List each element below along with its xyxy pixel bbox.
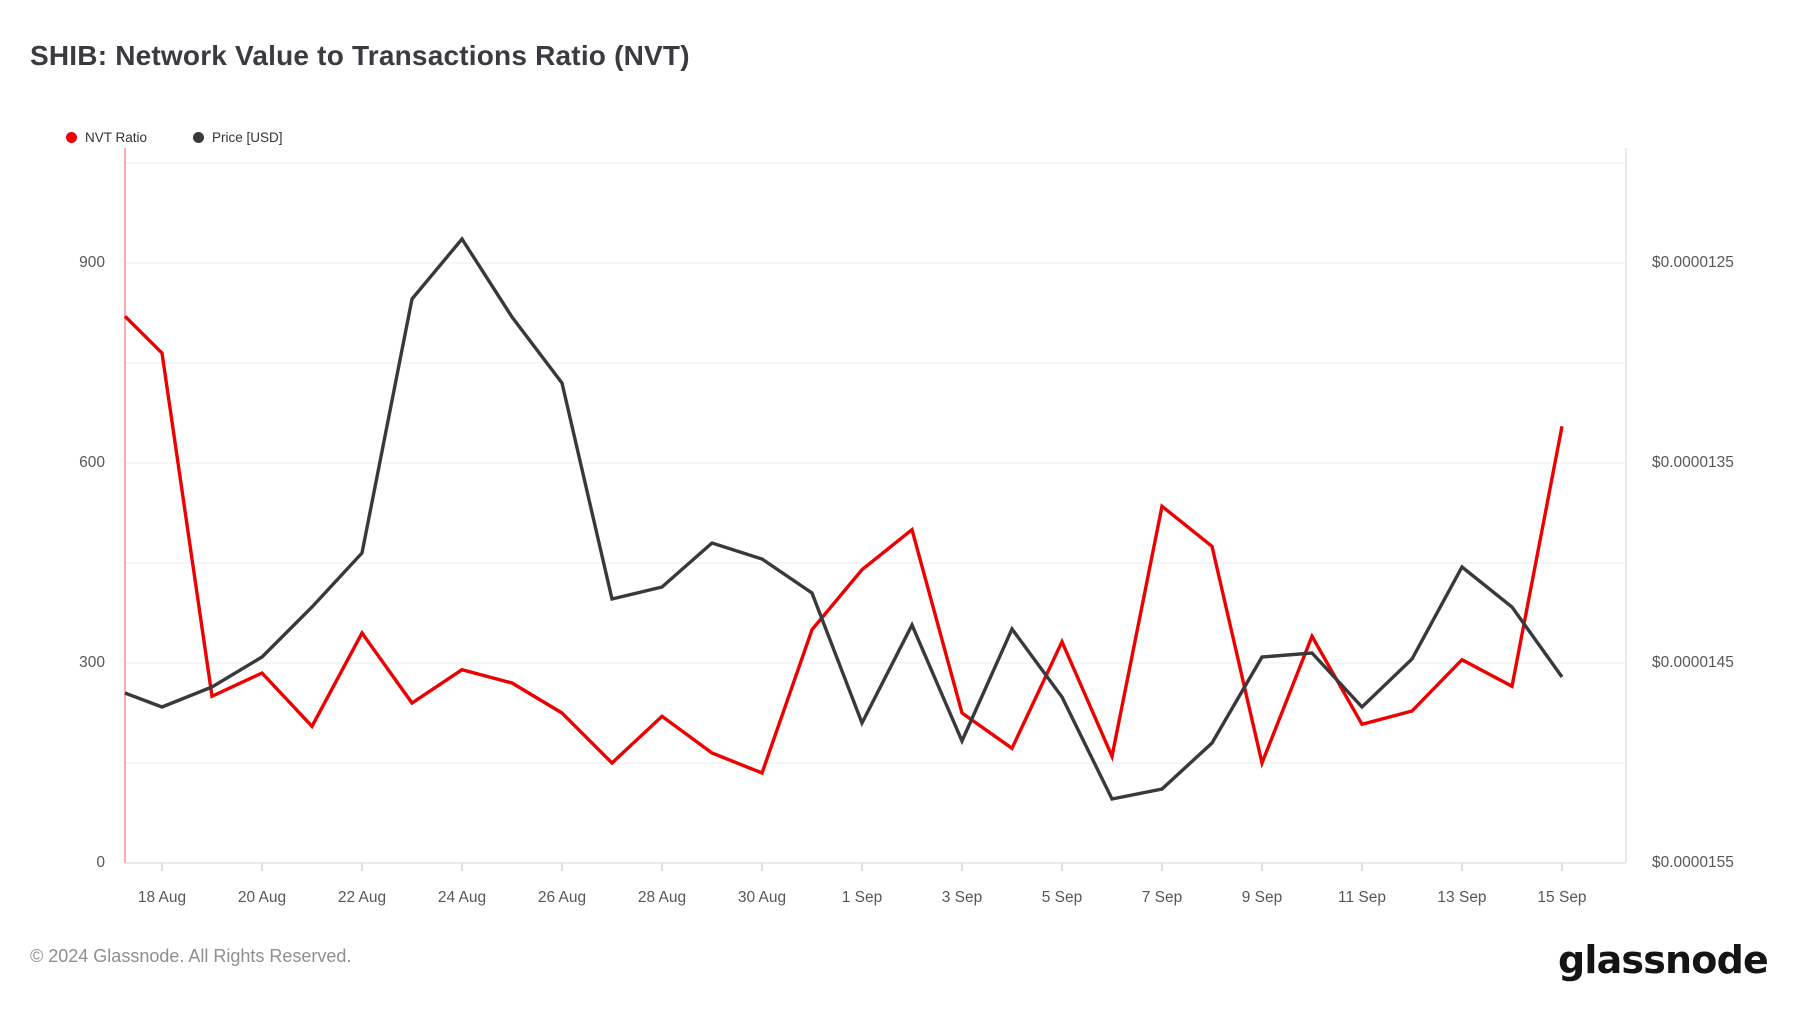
chart-legend: NVT Ratio Price [USD] (66, 130, 283, 145)
right-axis-tick: $0.0000145 (1652, 654, 1734, 671)
x-axis-label: 13 Sep (1437, 889, 1487, 906)
price-usd-dot-icon (193, 132, 205, 143)
x-axis-label: 30 Aug (737, 889, 787, 906)
x-axis-label: 26 Aug (537, 889, 587, 906)
left-axis-tick: 900 (79, 254, 105, 271)
x-axis-label: 20 Aug (237, 889, 287, 906)
right-axis-tick: $0.0000125 (1652, 254, 1734, 271)
x-axis-label: 1 Sep (841, 889, 883, 906)
legend-item-price-usd[interactable]: Price [USD] (193, 130, 283, 145)
price-usd-line[interactable] (124, 236, 1564, 801)
x-axis-label: 7 Sep (1141, 889, 1183, 906)
right-axis-tick: $0.0000135 (1652, 454, 1734, 471)
x-axis-label: 24 Aug (437, 889, 487, 906)
left-axis-tick: 600 (79, 454, 105, 471)
x-axis-label: 3 Sep (941, 889, 983, 906)
x-axis-label: 5 Sep (1041, 889, 1083, 906)
nvt-ratio-line[interactable] (123, 315, 1564, 776)
right-axis-tick: $0.0000155 (1652, 854, 1734, 871)
copyright-text: © 2024 Glassnode. All Rights Reserved. (30, 946, 352, 966)
legend-item-nvt-ratio[interactable]: NVT Ratio (66, 130, 147, 145)
x-axis-label: 18 Aug (137, 889, 187, 906)
x-axis-label: 22 Aug (337, 889, 387, 906)
legend-label-nvt-ratio: NVT Ratio (85, 130, 148, 145)
legend-label-price-usd: Price [USD] (212, 130, 283, 145)
left-axis-tick: 0 (96, 854, 105, 871)
x-axis-label: 11 Sep (1338, 889, 1386, 906)
x-axis-label: 28 Aug (637, 889, 687, 906)
left-axis-tick: 300 (79, 654, 105, 671)
x-axis-label: 15 Sep (1537, 889, 1587, 906)
x-axis-label: 9 Sep (1241, 889, 1283, 906)
glassnode-logo[interactable]: glassnode (1557, 938, 1769, 982)
page-title: SHIB: Network Value to Transactions Rati… (30, 40, 690, 71)
nvt-ratio-dot-icon (66, 132, 77, 143)
